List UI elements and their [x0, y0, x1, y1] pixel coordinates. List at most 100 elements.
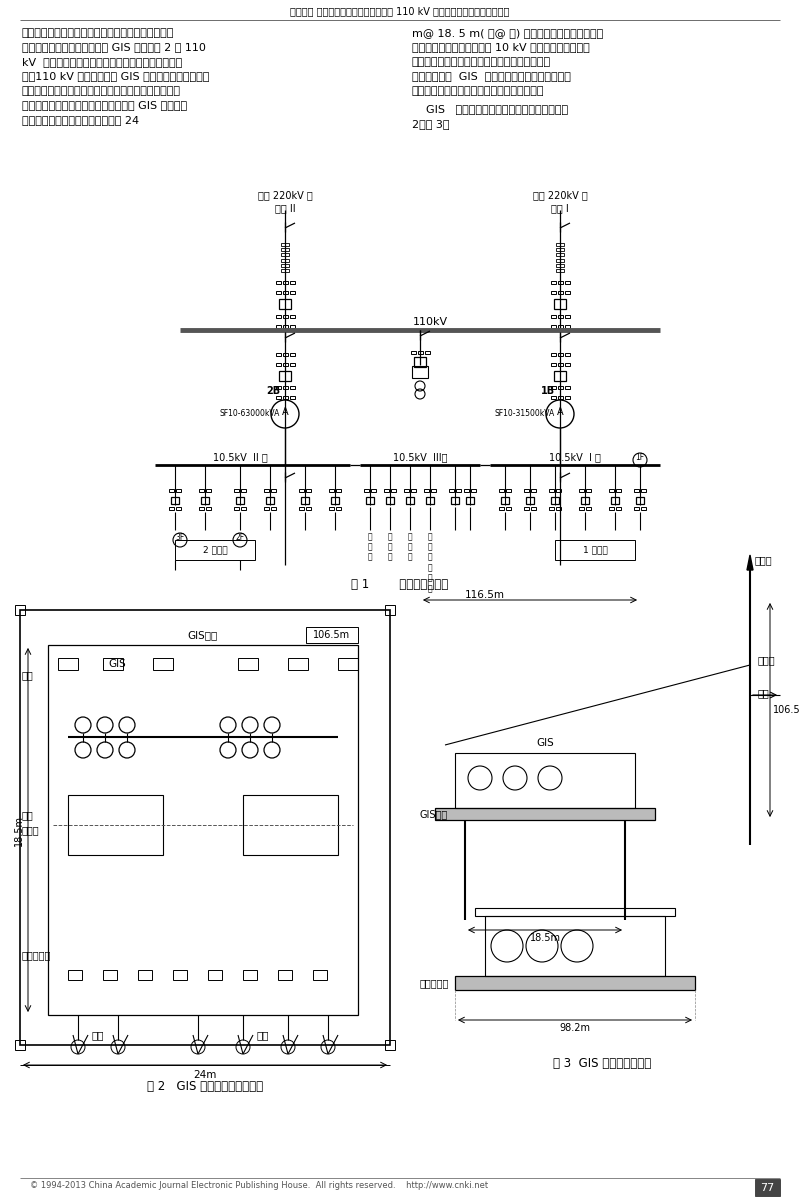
Bar [634, 506, 639, 510]
Bar [281, 242, 289, 246]
Bar [290, 314, 294, 318]
Bar [406, 497, 414, 504]
Bar [565, 281, 570, 283]
Bar [264, 506, 269, 510]
Bar [411, 488, 416, 492]
Text: kV  出线的电容式电压互感器、避雷器及结合滤波器: kV 出线的电容式电压互感器、避雷器及结合滤波器 [22, 56, 182, 67]
Bar [236, 497, 244, 504]
Bar [313, 970, 327, 980]
Bar [565, 396, 570, 398]
Text: 3F: 3F [175, 534, 185, 542]
Text: 2 号厂变: 2 号厂变 [202, 546, 227, 554]
Bar [306, 488, 311, 492]
Text: 110kV: 110kV [413, 317, 447, 326]
Bar [306, 506, 311, 510]
Text: 1F: 1F [635, 454, 645, 462]
Bar [301, 497, 309, 504]
Text: 避雷针: 避雷针 [755, 554, 773, 565]
Text: A: A [282, 407, 288, 416]
Bar [281, 259, 289, 262]
Bar [531, 488, 536, 492]
Bar [336, 488, 341, 492]
Bar [558, 290, 562, 294]
Bar [609, 506, 614, 510]
Bar [616, 506, 621, 510]
Bar [275, 281, 281, 283]
Bar [410, 350, 415, 354]
Bar [103, 658, 123, 670]
Text: GIS平台: GIS平台 [420, 809, 448, 818]
Bar [290, 385, 294, 389]
Bar [275, 396, 281, 398]
Text: SF10-63000kVA: SF10-63000kVA [220, 409, 280, 418]
Text: 上龙 220kV 变: 上龙 220kV 变 [533, 190, 587, 200]
Text: 投资少、故障机率低、更安全可靠。缺点是施工: 投资少、故障机率低、更安全可靠。缺点是施工 [412, 56, 551, 67]
Bar [464, 488, 469, 492]
Bar [556, 248, 564, 251]
Bar [279, 371, 291, 382]
Text: 免相间短路的分相式母线；在 GIS 外侧布置 2 回 110: 免相间短路的分相式母线；在 GIS 外侧布置 2 回 110 [22, 42, 206, 53]
Text: 出线: 出线 [257, 1030, 270, 1040]
Text: 1B: 1B [541, 386, 555, 396]
Bar [241, 506, 246, 510]
Bar [554, 299, 566, 308]
Text: 高度；三相母线采用结构简单、相间电动力小、可避: 高度；三相母线采用结构简单、相间电动力小、可避 [22, 28, 174, 38]
Bar [556, 506, 561, 510]
Text: 106.5m: 106.5m [773, 704, 800, 715]
Bar [175, 540, 255, 560]
Bar [556, 264, 564, 266]
Bar [556, 253, 564, 256]
Text: 98.2m: 98.2m [559, 1022, 590, 1033]
Bar [466, 497, 474, 504]
Bar [550, 324, 555, 328]
Text: 生
活
区: 生 活 区 [368, 532, 372, 562]
Text: 高频阻波器: 高频阻波器 [22, 950, 51, 960]
Bar [485, 916, 665, 976]
Text: 等，110 kV 架空出线利用 GIS 平台下游侧向上延伸的: 等，110 kV 架空出线利用 GIS 平台下游侧向上延伸的 [22, 72, 210, 82]
Bar [550, 353, 555, 355]
Bar [616, 488, 621, 492]
Bar [275, 362, 281, 366]
Bar [68, 970, 82, 980]
Bar [641, 506, 646, 510]
Bar [455, 754, 635, 808]
Bar [755, 1178, 780, 1196]
Bar [171, 497, 179, 504]
Text: 避雷线: 避雷线 [758, 655, 776, 665]
Bar [234, 506, 239, 510]
Bar [385, 605, 395, 614]
Bar [282, 281, 287, 283]
Bar [153, 658, 173, 670]
Text: 了常规布置的出线杆和钢构架，减少了 GIS 平台的占: 了常规布置的出线杆和钢构架，减少了 GIS 平台的占 [22, 101, 187, 110]
Bar [290, 396, 294, 398]
Bar [471, 488, 476, 492]
Bar [611, 497, 619, 504]
Text: 图 3  GIS 配电装置剖视图: 图 3 GIS 配电装置剖视图 [553, 1057, 651, 1070]
Text: 主结构柱和横梁，将高频阻波器固定于横梁底部，取消: 主结构柱和横梁，将高频阻波器固定于横梁底部，取消 [22, 86, 181, 96]
Bar [412, 366, 428, 378]
Bar [206, 506, 211, 510]
Text: 出线 II: 出线 II [274, 203, 295, 214]
Bar [234, 488, 239, 492]
Text: 1 号厂变: 1 号厂变 [582, 546, 607, 554]
Text: 106.5m: 106.5m [314, 630, 350, 640]
Text: 外
接
电
备
源
用: 外 接 电 备 源 用 [428, 532, 432, 593]
Bar [290, 353, 294, 355]
Text: 位精确，因此，也对安装提出了更高的要求。: 位精确，因此，也对安装提出了更高的要求。 [412, 86, 545, 96]
Text: 中心线: 中心线 [22, 826, 40, 835]
Bar [501, 497, 509, 504]
Bar [475, 908, 675, 916]
Bar [290, 324, 294, 328]
Text: GIS   配电装置平面布置图及剖视图分别见图: GIS 配电装置平面布置图及剖视图分别见图 [412, 104, 568, 114]
Bar [208, 970, 222, 980]
Bar [266, 497, 274, 504]
Bar [556, 242, 564, 246]
Bar [290, 290, 294, 294]
Text: 坝
顶
变: 坝 顶 变 [388, 532, 392, 562]
Bar [506, 506, 511, 510]
Bar [550, 362, 555, 366]
Bar [558, 353, 562, 355]
Bar [282, 353, 287, 355]
Bar [384, 488, 389, 492]
Bar [556, 269, 564, 272]
